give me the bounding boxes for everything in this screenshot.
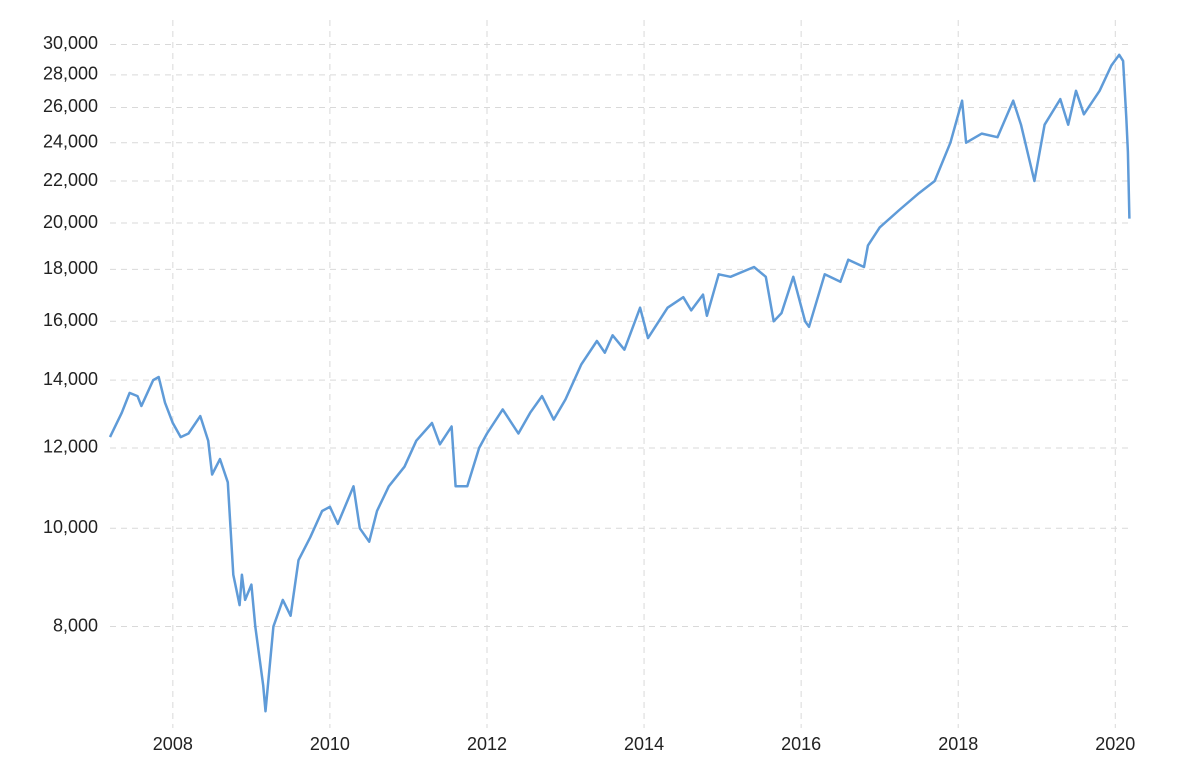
x-tick-label: 2008 (153, 734, 193, 754)
y-tick-label: 28,000 (43, 64, 98, 84)
y-tick-label: 30,000 (43, 33, 98, 53)
y-tick-label: 12,000 (43, 437, 98, 457)
y-tick-label: 8,000 (53, 615, 98, 635)
x-tick-label: 2016 (781, 734, 821, 754)
x-tick-label: 2020 (1095, 734, 1135, 754)
y-tick-label: 20,000 (43, 212, 98, 232)
y-tick-label: 18,000 (43, 258, 98, 278)
x-tick-label: 2018 (938, 734, 978, 754)
y-tick-label: 16,000 (43, 310, 98, 330)
y-tick-label: 24,000 (43, 131, 98, 151)
y-tick-label: 10,000 (43, 517, 98, 537)
x-tick-label: 2012 (467, 734, 507, 754)
y-tick-label: 22,000 (43, 170, 98, 190)
x-tick-label: 2010 (310, 734, 350, 754)
x-tick-label: 2014 (624, 734, 664, 754)
y-tick-label: 14,000 (43, 369, 98, 389)
line (108, 53, 1131, 713)
y-tick-label: 26,000 (43, 96, 98, 116)
